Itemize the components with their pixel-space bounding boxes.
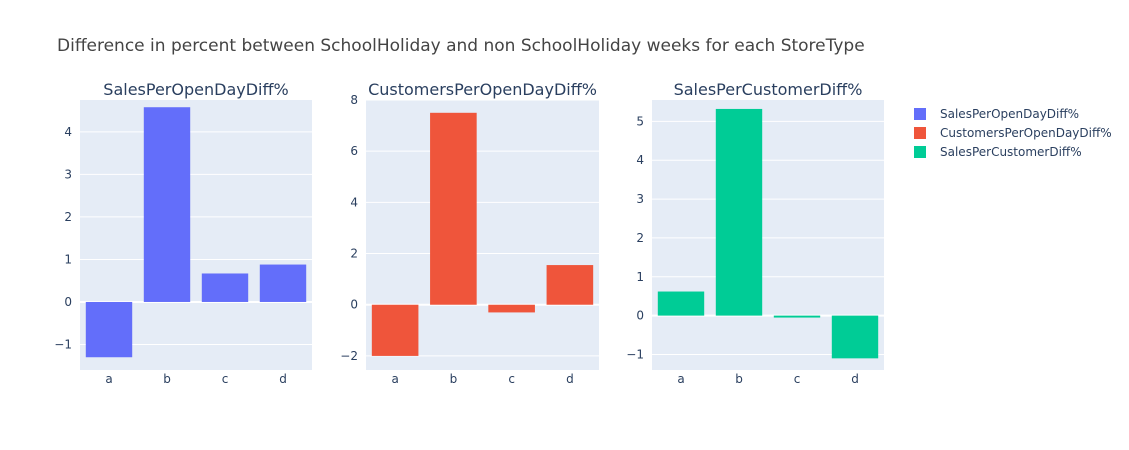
x-tick-label: a — [105, 372, 112, 386]
x-tick-label: d — [279, 372, 287, 386]
bar-c[interactable] — [201, 273, 249, 302]
x-tick-label: b — [163, 372, 171, 386]
bar-d[interactable] — [546, 265, 594, 305]
y-tick-label: 2 — [350, 247, 358, 261]
x-tick-label: d — [566, 372, 574, 386]
y-tick-label: 2 — [64, 210, 72, 224]
legend-item[interactable]: SalesPerCustomerDiff% — [914, 145, 1082, 159]
x-tick-label: a — [677, 372, 684, 386]
subplot-title: SalesPerCustomerDiff% — [674, 80, 863, 99]
bar-c[interactable] — [488, 304, 535, 313]
x-tick-label: c — [222, 372, 229, 386]
y-tick-label: 3 — [64, 167, 72, 181]
y-tick-label: −2 — [340, 349, 358, 363]
y-tick-label: 8 — [350, 93, 358, 107]
legend-label: CustomersPerOpenDayDiff% — [940, 126, 1112, 140]
y-tick-label: 5 — [636, 114, 644, 128]
y-tick-label: 2 — [636, 231, 644, 245]
bar-b[interactable] — [430, 112, 477, 305]
subplot-2: −2 0 2 4 6 8 a b c d CustomersPerOpenDayDiff% — [340, 80, 599, 386]
x-tick-label: b — [735, 372, 743, 386]
y-tick-label: −1 — [54, 337, 72, 351]
legend-swatch — [914, 108, 926, 120]
bar-d[interactable] — [831, 315, 879, 359]
bar-b[interactable] — [143, 107, 191, 302]
legend-swatch — [914, 146, 926, 158]
bar-a[interactable] — [371, 304, 419, 356]
y-tick-label: 6 — [350, 144, 358, 158]
legend-label: SalesPerCustomerDiff% — [940, 145, 1082, 159]
bar-a[interactable] — [85, 301, 133, 358]
x-tick-label: b — [450, 372, 458, 386]
legend-label: SalesPerOpenDayDiff% — [940, 107, 1079, 121]
legend[interactable]: SalesPerOpenDayDiff% CustomersPerOpenDayD… — [914, 107, 1112, 159]
legend-swatch — [914, 127, 926, 139]
y-tick-label: 3 — [636, 192, 644, 206]
y-tick-label: 1 — [64, 252, 72, 266]
y-tick-label: 4 — [636, 153, 644, 167]
figure-title: Difference in percent between SchoolHoli… — [57, 36, 865, 56]
subplot-1: −1 0 1 2 3 4 a b c d SalesPerOpenDayDiff% — [54, 80, 312, 386]
subplot-title: CustomersPerOpenDayDiff% — [368, 80, 597, 99]
y-tick-label: 0 — [64, 295, 72, 309]
x-tick-label: d — [851, 372, 859, 386]
subplot-title: SalesPerOpenDayDiff% — [103, 80, 288, 99]
y-tick-label: 0 — [636, 309, 644, 323]
x-tick-label: c — [508, 372, 515, 386]
subplot-3: −1 0 1 2 3 4 5 a b c d SalesPerCustomerDiff% — [626, 80, 884, 386]
bar-a[interactable] — [657, 291, 705, 316]
y-tick-label: −1 — [626, 347, 644, 361]
legend-item[interactable]: CustomersPerOpenDayDiff% — [914, 126, 1112, 140]
legend-item[interactable]: SalesPerOpenDayDiff% — [914, 107, 1079, 121]
x-tick-label: c — [794, 372, 801, 386]
bar-d[interactable] — [259, 264, 307, 302]
bar-c[interactable] — [773, 315, 821, 318]
bar-b[interactable] — [715, 108, 763, 316]
y-tick-label: 4 — [350, 195, 358, 209]
y-tick-label: 1 — [636, 270, 644, 284]
subplots: −1 0 1 2 3 4 a b c d SalesPerOpenDayDiff% −2 0 2 4 6 8 a b… — [54, 80, 884, 386]
x-tick-label: a — [391, 372, 398, 386]
y-tick-label: 4 — [64, 125, 72, 139]
y-tick-label: 0 — [350, 298, 358, 312]
